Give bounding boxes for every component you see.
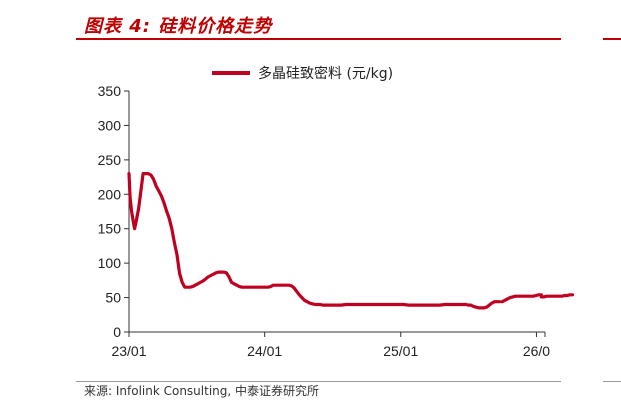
x-tick-label: 23/01	[111, 343, 146, 359]
y-tick-label: 300	[98, 117, 122, 133]
x-tick-label: 24/01	[247, 343, 282, 359]
figure-header: 图表 4: 硅料价格走势	[76, 6, 561, 40]
y-tick-label: 350	[98, 83, 122, 99]
source-note: 来源: Infolink Consulting, 中泰证券研究所	[84, 384, 320, 398]
y-axis: 0 50 100 150 200 250 300 350	[98, 83, 130, 340]
legend-label: 多晶硅致密料 (元/kg)	[258, 65, 393, 82]
y-tick-label: 250	[98, 152, 122, 168]
series-line-1	[500, 293, 543, 304]
adjacent-header-rule	[603, 38, 621, 40]
y-tick-label: 200	[98, 186, 122, 202]
x-axis: 23/01 24/01 25/01 26/0	[111, 331, 550, 359]
chart-legend: 多晶硅致密料 (元/kg)	[212, 65, 393, 82]
y-tick-label: 50	[105, 290, 121, 306]
y-tick-label: 100	[98, 255, 122, 271]
x-tick-label: 26/0	[523, 343, 550, 359]
x-tick-label: 25/01	[383, 343, 418, 359]
plot-area	[127, 172, 575, 310]
adjacent-footer-rule	[603, 381, 621, 382]
y-tick-label: 150	[98, 221, 122, 237]
footer-rule	[76, 381, 561, 382]
series-line-2	[539, 293, 575, 299]
y-tick-label: 0	[113, 324, 121, 340]
figure-title: 图表 4: 硅料价格走势	[84, 16, 273, 37]
series-line-0	[127, 172, 502, 310]
header-rule	[76, 38, 561, 40]
